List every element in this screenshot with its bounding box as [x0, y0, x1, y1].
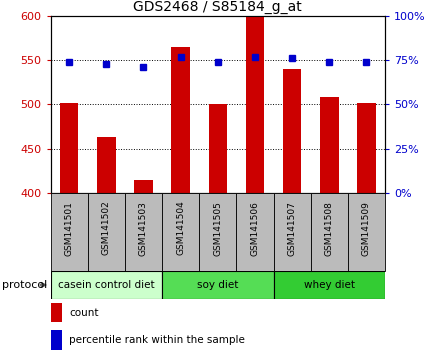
Text: GSM141509: GSM141509	[362, 201, 371, 256]
Text: count: count	[69, 308, 99, 318]
Bar	[97, 137, 116, 193]
Text: soy diet: soy diet	[197, 280, 238, 290]
Text: percentile rank within the sample: percentile rank within the sample	[69, 335, 245, 345]
Title: GDS2468 / S85184_g_at: GDS2468 / S85184_g_at	[133, 0, 302, 13]
Text: GSM141505: GSM141505	[213, 201, 222, 256]
Text: whey diet: whey diet	[304, 280, 355, 290]
Text: GSM141501: GSM141501	[65, 201, 73, 256]
FancyBboxPatch shape	[274, 271, 385, 299]
FancyBboxPatch shape	[125, 193, 162, 271]
FancyBboxPatch shape	[348, 193, 385, 271]
Text: GSM141504: GSM141504	[176, 201, 185, 256]
Bar	[320, 97, 338, 193]
Text: GSM141506: GSM141506	[250, 201, 260, 256]
FancyBboxPatch shape	[162, 271, 274, 299]
Bar	[209, 104, 227, 193]
Text: GSM141507: GSM141507	[288, 201, 297, 256]
Text: GSM141502: GSM141502	[102, 201, 111, 256]
Bar	[357, 103, 376, 193]
FancyBboxPatch shape	[51, 271, 162, 299]
Text: protocol: protocol	[2, 280, 48, 290]
FancyBboxPatch shape	[311, 193, 348, 271]
Bar	[246, 16, 264, 193]
Text: GSM141503: GSM141503	[139, 201, 148, 256]
Bar	[60, 103, 78, 193]
FancyBboxPatch shape	[199, 193, 236, 271]
Text: GSM141508: GSM141508	[325, 201, 334, 256]
FancyBboxPatch shape	[88, 193, 125, 271]
Bar	[51, 330, 62, 350]
Bar	[134, 180, 153, 193]
Text: casein control diet: casein control diet	[58, 280, 154, 290]
FancyBboxPatch shape	[236, 193, 274, 271]
FancyBboxPatch shape	[162, 193, 199, 271]
Bar	[51, 303, 62, 322]
FancyBboxPatch shape	[51, 193, 88, 271]
Bar	[283, 69, 301, 193]
Bar	[171, 47, 190, 193]
FancyBboxPatch shape	[274, 193, 311, 271]
